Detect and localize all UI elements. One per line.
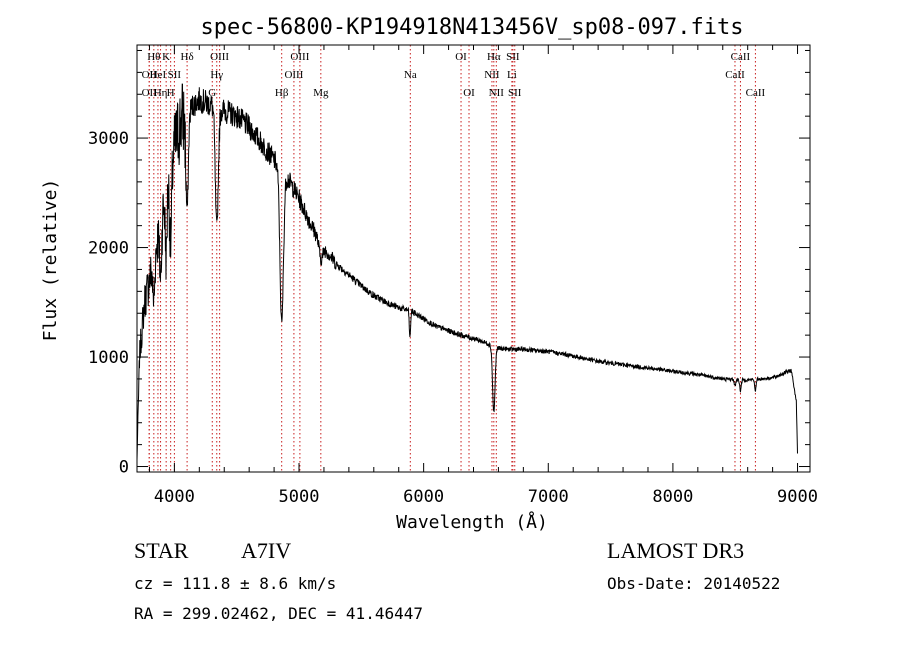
annotation-label: Hα (487, 51, 501, 63)
y-tick-label: 2000 (88, 239, 129, 259)
annotation-labels: OII OII Hθ HeI Hη K H SII Hδ G Hγ OIII Hβ OIII OIII Mg N… (142, 51, 766, 99)
survey-name: LAMOST DR3 (607, 538, 744, 563)
y-tick-label: 0 (119, 458, 129, 478)
annotation-label: Na (404, 69, 417, 81)
x-tick-label: 8000 (652, 487, 693, 507)
annotation-label: Hθ (147, 51, 160, 63)
annotation-label: CaII (746, 87, 766, 99)
annotation-label: G (208, 87, 216, 99)
annotation-label: CaII (725, 69, 745, 81)
y-axis-label: Flux (relative) (40, 179, 61, 342)
x-tick-label: 5000 (279, 487, 320, 507)
annotation-label: OII (142, 69, 158, 81)
annotation-label: H (167, 87, 175, 99)
annotation-label: OIII (290, 51, 309, 63)
annotation-label: OII (142, 87, 158, 99)
annotation-label: NII (489, 87, 505, 99)
y-tick-label: 1000 (88, 348, 129, 368)
annotation-label: OIII (210, 51, 229, 63)
annotation-label: CaII (731, 51, 751, 63)
annotation-label: K (162, 51, 170, 63)
chart-title: spec-56800-KP194918N413456V_sp08-097.fit… (200, 15, 743, 40)
coordinates-text: RA = 299.02462, DEC = 41.46447 (134, 604, 423, 623)
x-tick-label: 7000 (528, 487, 569, 507)
redshift-text: cz = 111.8 ± 8.6 km/s (134, 574, 336, 593)
annotation-label: NII (484, 69, 500, 81)
annotation-lines (148, 45, 756, 472)
annotation-label: SII (508, 87, 522, 99)
obs-date: Obs-Date: 20140522 (607, 574, 780, 593)
y-axis: 0 1000 2000 3000 (88, 49, 810, 478)
x-axis: 4000 5000 6000 7000 8000 9000 (148, 45, 818, 507)
annotation-label: SII (506, 51, 520, 63)
x-tick-label: 6000 (403, 487, 444, 507)
object-subclass: A7IV (241, 538, 291, 563)
object-class: STAR (134, 538, 189, 563)
annotation-label: Mg (313, 87, 329, 99)
annotation-label: HeI (150, 69, 167, 81)
annotation-label: SII (168, 69, 182, 81)
annotation-label: OIII (284, 69, 303, 81)
y-tick-label: 3000 (88, 129, 129, 149)
annotation-label: Li (507, 69, 517, 81)
annotation-label: Hβ (275, 87, 289, 99)
x-tick-label: 9000 (777, 487, 818, 507)
annotation-label: OI (455, 51, 467, 63)
spectrum-series-line (136, 83, 798, 460)
x-axis-label: Wavelength (Å) (396, 511, 548, 533)
annotation-label: Hη (154, 87, 168, 99)
annotation-label: Hγ (210, 69, 223, 81)
annotation-label: OI (463, 87, 475, 99)
annotation-label: Hδ (181, 51, 194, 63)
x-tick-label: 4000 (154, 487, 195, 507)
